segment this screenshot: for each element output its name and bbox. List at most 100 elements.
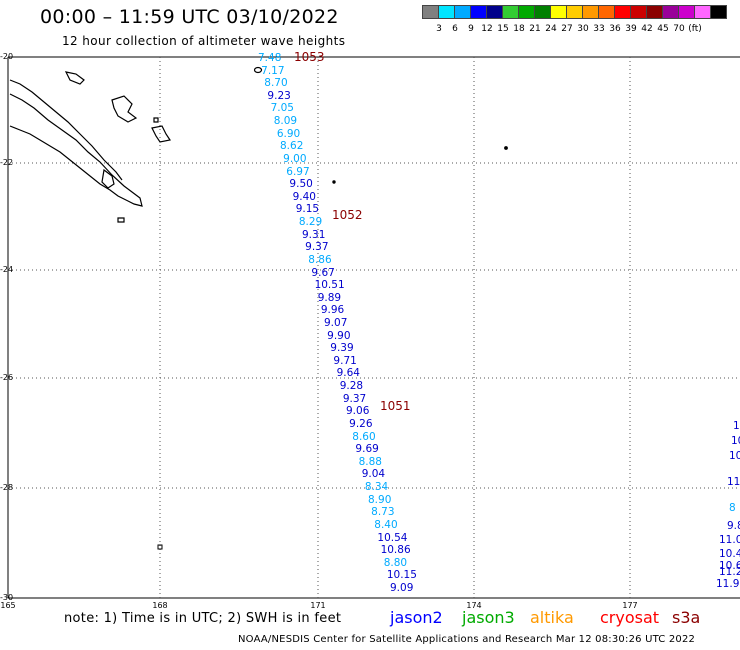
longitude-label: 171 [310, 601, 326, 610]
legend-swatch [454, 5, 471, 19]
wave-height-value: 10.15 [386, 569, 417, 582]
small-islands [157, 66, 508, 550]
wave-height-value-edge: 9.8 [727, 520, 740, 532]
wave-height-value-edge: 11.2 [719, 566, 740, 578]
wave-height-value: 9.15 [295, 203, 320, 216]
wave-height-value: 9.26 [349, 417, 373, 430]
wave-height-value: 8.86 [308, 253, 332, 266]
longitude-label: 177 [622, 601, 638, 610]
wave-height-value: 7.17 [261, 64, 285, 77]
wave-height-value: 9.39 [330, 342, 354, 355]
satellite-altika: altika [530, 608, 574, 627]
wave-height-value: 9.50 [289, 178, 313, 191]
wave-height-value-edge: 11.9 [716, 578, 740, 590]
wave-height-value: 8.34 [364, 481, 389, 494]
wave-height-value: 9.71 [333, 354, 357, 367]
wave-height-value-edge: 1 [733, 420, 740, 432]
wave-height-value-edge: 10 [729, 450, 740, 462]
satellite-jason2: jason2 [390, 608, 443, 627]
wave-height-value: 8.62 [280, 140, 304, 153]
wave-height-value-edge: 10 [731, 435, 740, 447]
wave-height-value: 9.37 [305, 241, 329, 254]
wave-height-value: 9.00 [283, 152, 307, 165]
wave-height-value: 8.40 [374, 518, 398, 531]
wave-height-value: 8.80 [383, 556, 408, 569]
legend-label: 39 [625, 24, 637, 34]
latitude-label: -22 [0, 158, 14, 167]
legend-swatch [566, 5, 583, 19]
legend-label: 42 [641, 24, 653, 34]
wave-height-value: 9.04 [361, 468, 386, 481]
legend-swatch [630, 5, 647, 19]
longitude-label: 168 [152, 601, 168, 610]
longitude-label: 174 [466, 601, 482, 610]
legend-swatch [582, 5, 599, 19]
legend-swatch [550, 5, 567, 19]
wave-height-value: 6.97 [286, 165, 310, 178]
latitude-label: -24 [0, 265, 14, 274]
wave-height-value: 6.90 [276, 127, 301, 140]
satellite-jason3: jason3 [462, 608, 515, 627]
pass-label-1052: 1052 [332, 208, 363, 222]
wave-height-value: 9.09 [390, 582, 414, 594]
legend-label: 9 [468, 24, 474, 34]
map-title: 00:00 – 11:59 UTC 03/10/2022 [40, 6, 339, 28]
wave-height-value: 7.48 [258, 52, 282, 64]
wave-height-value-edge: 11.0 [719, 534, 740, 546]
wave-height-value: 9.23 [267, 89, 291, 102]
map-subtitle: 12 hour collection of altimeter wave hei… [62, 34, 346, 48]
legend-label: 21 [529, 24, 541, 34]
latitude-label: -28 [0, 483, 14, 492]
wave-height-value: 9.90 [327, 329, 351, 342]
wave-height-value: 10.54 [377, 531, 408, 544]
wave-height-value: 9.37 [342, 392, 367, 405]
wave-height-value: 9.40 [292, 190, 316, 203]
wave-height-value: 8.70 [264, 77, 288, 90]
legend-label: 6 [452, 24, 458, 34]
legend-label: 30 [577, 24, 589, 34]
wave-height-value: 9.06 [346, 405, 370, 418]
legend-swatch [534, 5, 551, 19]
legend-label: 45 [657, 24, 669, 34]
legend-swatch [518, 5, 535, 19]
latitude-label: -20 [0, 52, 14, 61]
wave-height-value: 8.73 [371, 506, 395, 519]
legend-label: 70 [673, 24, 685, 34]
legend-swatch [438, 5, 455, 19]
wave-height-value-edge: 11 [727, 476, 740, 488]
legend-swatch [614, 5, 631, 19]
pass-label-1051: 1051 [380, 399, 411, 413]
coastline-loyalty-islands [64, 71, 171, 143]
legend-swatch [678, 5, 695, 19]
wave-height-value: 9.96 [320, 304, 345, 317]
wave-height-value: 9.64 [336, 367, 360, 380]
legend-swatch [662, 5, 679, 19]
satellite-s3a: s3a [672, 608, 701, 627]
wave-height-value: 8.09 [273, 115, 298, 128]
wave-height-value-edge: 10.6 [719, 560, 740, 572]
legend-label: (ft) [688, 24, 702, 34]
wave-height-value: 7.05 [270, 102, 294, 115]
wave-height-value: 10.51 [314, 279, 345, 292]
legend-label: 3 [436, 24, 442, 34]
wave-height-value: 8.29 [298, 216, 323, 229]
wave-height-value-edge: 10.4 [719, 548, 740, 560]
longitude-label: 165 [0, 601, 16, 610]
wave-height-value: 8.90 [368, 493, 392, 506]
legend-label: 24 [545, 24, 557, 34]
wave-height-value: 9.67 [311, 266, 335, 279]
latitude-label: -30 [0, 593, 14, 602]
wave-height-value: 9.07 [324, 317, 348, 329]
legend-swatch [710, 5, 727, 19]
coastline-new-caledonia [9, 79, 143, 223]
map-frame [7, 56, 740, 599]
wave-height-value: 9.89 [317, 291, 342, 304]
legend-label: 18 [513, 24, 525, 34]
wave-height-value: 10.86 [380, 544, 411, 557]
legend-swatch [646, 5, 663, 19]
wave-height-value: 9.28 [339, 380, 364, 393]
legend-label: 27 [561, 24, 573, 34]
wave-height-value: 8.60 [352, 430, 376, 443]
legend-label: 12 [481, 24, 493, 34]
